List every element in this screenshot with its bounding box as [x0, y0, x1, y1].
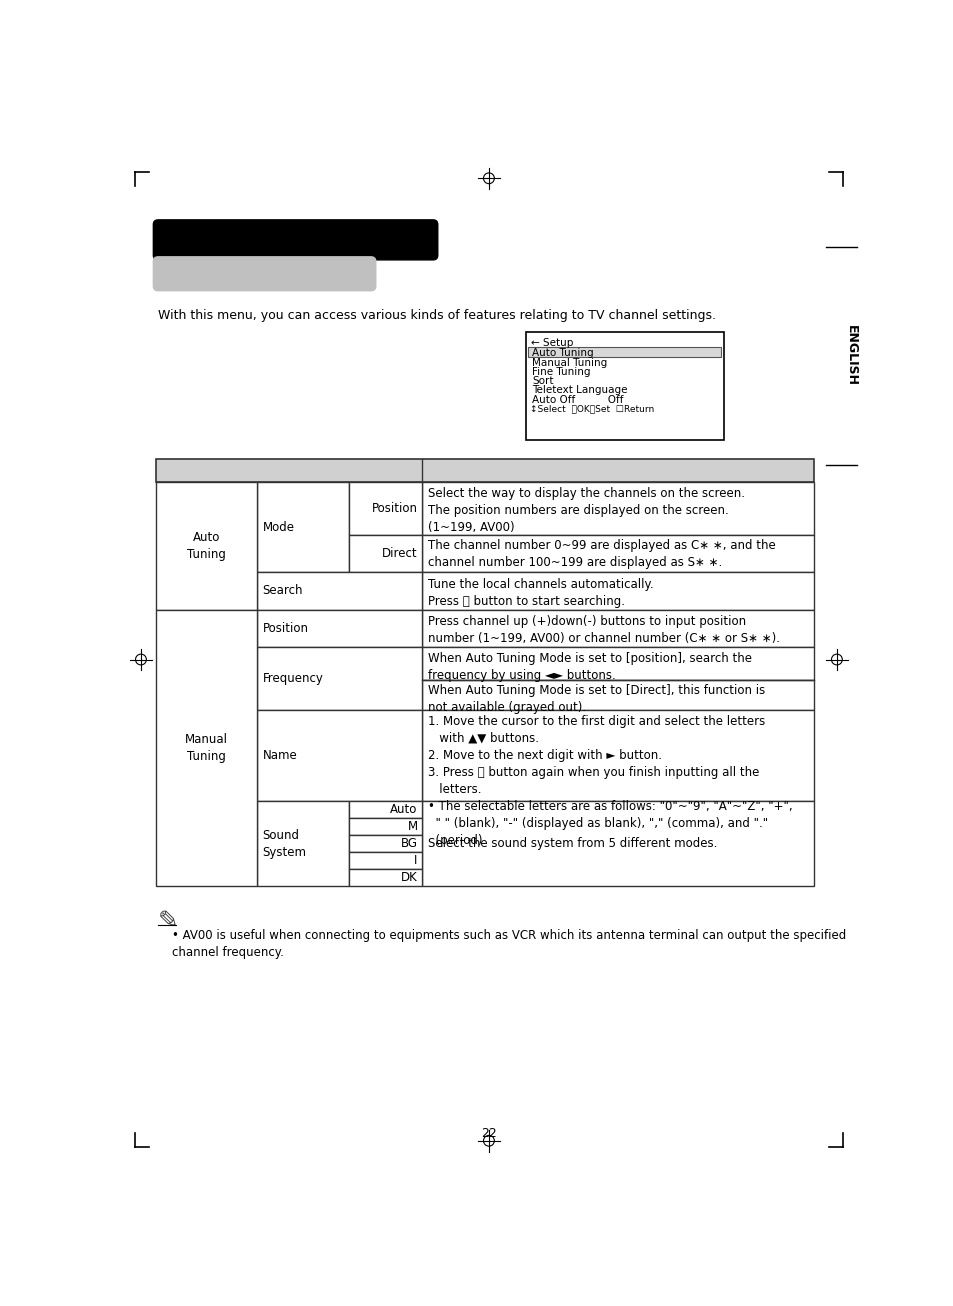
Text: DK: DK — [400, 871, 417, 884]
Text: 22: 22 — [480, 1127, 497, 1140]
Bar — [348, 818, 422, 835]
Text: ✎: ✎ — [158, 909, 179, 932]
FancyBboxPatch shape — [153, 219, 437, 260]
Bar — [257, 648, 422, 710]
Text: Manual
Tuning: Manual Tuning — [185, 733, 228, 763]
Text: • AV00 is useful when connecting to equipments such as VCR which its antenna ter: • AV00 is useful when connecting to equi… — [172, 929, 845, 959]
Bar — [422, 710, 813, 801]
Bar — [156, 460, 813, 482]
Bar — [156, 482, 257, 610]
Text: Direct: Direct — [381, 547, 417, 560]
Text: Tune the local channels automatically.
Press Ⓞ button to start searching.: Tune the local channels automatically. P… — [428, 579, 654, 607]
Bar — [422, 572, 813, 610]
Text: M: M — [407, 820, 417, 833]
Bar — [348, 868, 422, 885]
Text: Name: Name — [262, 750, 297, 763]
Text: I: I — [414, 854, 417, 867]
Bar — [422, 679, 813, 710]
Bar — [528, 347, 720, 357]
Bar — [348, 835, 422, 852]
Bar — [257, 801, 348, 885]
Bar — [422, 482, 813, 534]
Bar — [348, 852, 422, 868]
Text: Select the sound system from 5 different modes.: Select the sound system from 5 different… — [428, 837, 717, 850]
Text: Sound
System: Sound System — [262, 828, 306, 858]
Text: Select the way to display the channels on the screen.
The position numbers are d: Select the way to display the channels o… — [428, 487, 744, 534]
Text: Search: Search — [262, 585, 303, 598]
Bar — [348, 534, 422, 572]
Text: When Auto Tuning Mode is set to [Direct], this function is
not available (grayed: When Auto Tuning Mode is set to [Direct]… — [428, 684, 765, 714]
Text: Auto: Auto — [390, 803, 417, 816]
Text: Manual Tuning: Manual Tuning — [532, 358, 607, 368]
Text: Position: Position — [262, 622, 309, 635]
Text: Auto
Tuning: Auto Tuning — [187, 532, 226, 562]
FancyBboxPatch shape — [153, 257, 375, 291]
Text: Auto Off          Off: Auto Off Off — [532, 394, 623, 405]
Text: With this menu, you can access various kinds of features relating to TV channel : With this menu, you can access various k… — [158, 310, 716, 323]
Text: Sort: Sort — [532, 376, 554, 387]
Bar — [257, 572, 422, 610]
Text: Frequency: Frequency — [262, 673, 323, 686]
Bar — [348, 801, 422, 818]
Text: Fine Tuning: Fine Tuning — [532, 367, 590, 377]
Bar — [257, 482, 348, 572]
Bar — [422, 610, 813, 648]
Bar — [422, 534, 813, 572]
Text: Auto Tuning: Auto Tuning — [532, 347, 594, 358]
Text: Mode: Mode — [262, 521, 294, 534]
Text: Press channel up (+)down(-) buttons to input position
number (1~199, AV00) or ch: Press channel up (+)down(-) buttons to i… — [428, 615, 780, 645]
Bar — [156, 610, 257, 885]
Bar — [257, 710, 422, 801]
Text: Teletext Language: Teletext Language — [532, 385, 627, 396]
Text: Position: Position — [372, 502, 417, 515]
Text: The channel number 0~99 are displayed as C∗ ∗, and the
channel number 100~199 ar: The channel number 0~99 are displayed as… — [428, 539, 776, 569]
Text: ENGLISH: ENGLISH — [844, 325, 858, 387]
Bar — [348, 482, 422, 534]
Bar — [525, 332, 723, 440]
Text: ↕Select  【OK】Set  ☐Return: ↕Select 【OK】Set ☐Return — [530, 404, 654, 413]
Text: BG: BG — [400, 837, 417, 850]
Bar — [422, 648, 813, 679]
Text: 1. Move the cursor to the first digit and select the letters
   with ▲▼ buttons.: 1. Move the cursor to the first digit an… — [428, 714, 792, 848]
Bar — [257, 610, 422, 648]
Text: ← Setup: ← Setup — [530, 338, 573, 347]
Bar — [528, 347, 720, 357]
Bar — [422, 801, 813, 885]
Text: When Auto Tuning Mode is set to [position], search the
frequency by using ◄► but: When Auto Tuning Mode is set to [positio… — [428, 652, 752, 682]
